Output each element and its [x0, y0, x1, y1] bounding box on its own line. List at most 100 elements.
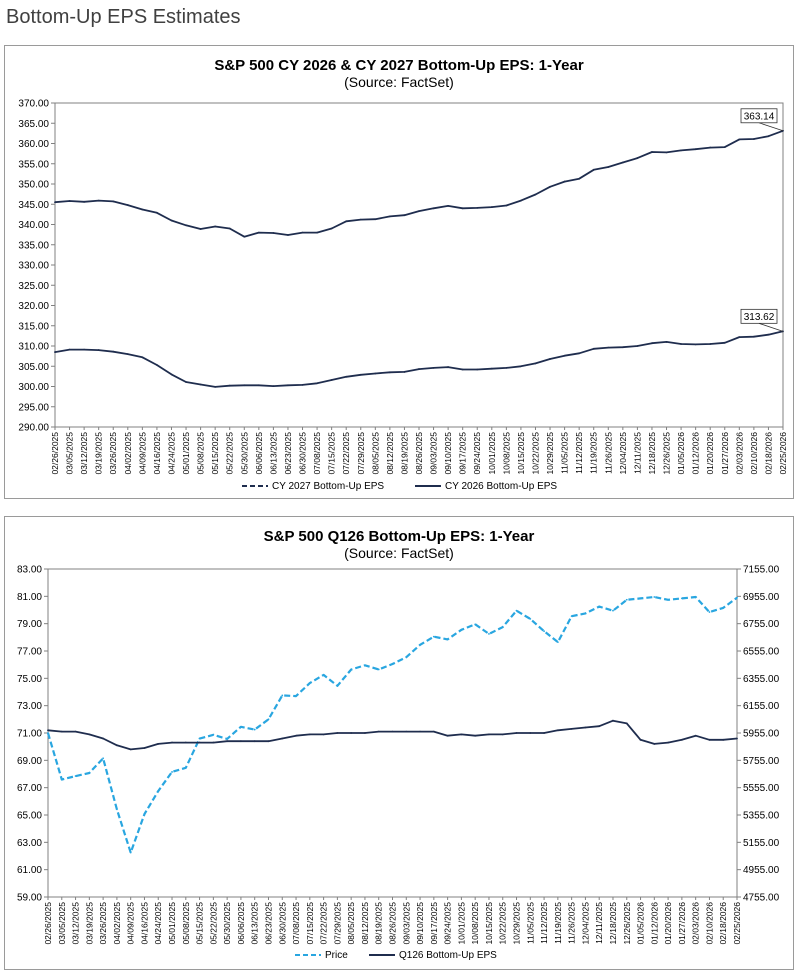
y-tick-label: 79.00 [17, 619, 42, 630]
data-point [281, 737, 284, 740]
callout-leader [758, 122, 784, 132]
x-tick-label: 05/30/2025 [222, 902, 232, 945]
y-tick-label: 67.00 [17, 783, 42, 794]
data-point [47, 729, 49, 732]
x-tick-label: 07/22/2025 [341, 432, 351, 475]
data-point [322, 733, 325, 736]
x-tick-label: 03/05/2025 [65, 432, 75, 475]
data-point [336, 732, 339, 734]
data-point [185, 224, 187, 227]
y-tick-label: 365.00 [18, 119, 49, 130]
x-tick-label: 10/22/2025 [530, 432, 540, 475]
y2-tick-label: 4955.00 [743, 865, 780, 876]
data-point [308, 733, 311, 736]
y-tick-label: 73.00 [17, 701, 42, 712]
x-tick-label: 12/04/2025 [618, 432, 628, 475]
data-point [738, 336, 741, 338]
x-tick-label: 03/26/2025 [98, 902, 108, 945]
x-tick-label: 12/18/2025 [647, 432, 657, 475]
data-point [377, 668, 380, 671]
data-point [556, 641, 559, 644]
data-point [345, 375, 348, 378]
data-point [515, 732, 518, 734]
data-point [476, 206, 479, 209]
data-point [287, 384, 289, 387]
data-point [639, 597, 642, 600]
data-point [563, 180, 566, 183]
x-tick-label: 04/09/2025 [126, 902, 136, 945]
y-tick-label: 305.00 [18, 362, 49, 373]
data-point [578, 352, 581, 355]
data-point [529, 617, 532, 620]
y2-tick-label: 5155.00 [743, 838, 780, 849]
data-point [301, 383, 304, 386]
y-tick-label: 300.00 [18, 382, 49, 393]
data-point [102, 757, 105, 760]
x-tick-label: 11/19/2025 [553, 902, 563, 944]
data-point [272, 232, 275, 234]
x-tick-label: 10/15/2025 [516, 432, 526, 475]
data-point [129, 748, 132, 751]
legend-label: Q126 Bottom-Up EPS [399, 950, 497, 961]
data-point [665, 151, 668, 154]
data-point [350, 668, 353, 671]
y-tick-label: 59.00 [17, 893, 42, 904]
x-tick-label: 05/22/2025 [225, 432, 235, 475]
x-tick-label: 12/18/2025 [608, 902, 618, 945]
chart-title: S&P 500 Q126 Bottom-Up EPS: 1-Year [264, 528, 535, 545]
x-tick-label: 05/22/2025 [208, 902, 218, 945]
data-point [330, 227, 333, 230]
data-point [738, 138, 741, 141]
data-point [157, 790, 160, 792]
data-point [723, 146, 726, 149]
data-point [112, 200, 115, 203]
data-point [212, 733, 215, 736]
x-tick-label: 11/19/2025 [589, 432, 599, 474]
callout-box [740, 108, 778, 124]
data-point [736, 737, 738, 740]
data-point [253, 740, 256, 743]
x-tick-label: 02/18/2026 [718, 902, 728, 945]
x-tick-label: 07/08/2025 [312, 432, 322, 475]
x-tick-label: 03/05/2025 [57, 902, 67, 945]
x-tick-label: 11/12/2025 [539, 902, 549, 944]
y-tick-label: 75.00 [17, 674, 42, 685]
data-point [490, 367, 493, 370]
x-tick-label: 11/05/2025 [525, 902, 535, 944]
data-point [322, 674, 325, 676]
y-tick-label: 355.00 [18, 159, 49, 170]
x-tick-label: 02/18/2026 [763, 432, 773, 475]
data-point [83, 200, 86, 203]
data-point [708, 738, 711, 741]
y-tick-label: 370.00 [18, 99, 49, 110]
data-point [198, 741, 201, 744]
data-point [295, 734, 297, 737]
data-point [419, 643, 421, 646]
data-point [350, 732, 353, 734]
data-point [287, 234, 289, 236]
data-point [243, 384, 246, 387]
data-point [345, 220, 348, 223]
data-point [476, 368, 479, 371]
x-tick-label: 03/26/2025 [108, 432, 118, 475]
y2-tick-label: 5355.00 [743, 811, 780, 822]
x-tick-label: 03/19/2025 [84, 902, 94, 945]
data-point [214, 386, 217, 388]
x-tick-label: 05/01/2025 [181, 432, 191, 475]
data-point [267, 718, 270, 721]
data-point [667, 598, 669, 601]
data-point [432, 730, 435, 733]
data-point [102, 737, 105, 740]
data-point [556, 729, 559, 732]
data-point [563, 354, 566, 357]
data-point [592, 168, 595, 171]
data-point [47, 732, 49, 734]
q126-eps-chart-panel: S&P 500 Q126 Bottom-Up EPS: 1-Year (Sourc… [4, 516, 794, 970]
data-point [461, 368, 464, 371]
y2-tick-label: 5555.00 [743, 783, 780, 794]
x-tick-label: 04/02/2025 [112, 902, 122, 945]
data-point [767, 333, 770, 336]
data-point [752, 138, 755, 140]
data-point [767, 135, 770, 138]
data-point [651, 342, 653, 345]
